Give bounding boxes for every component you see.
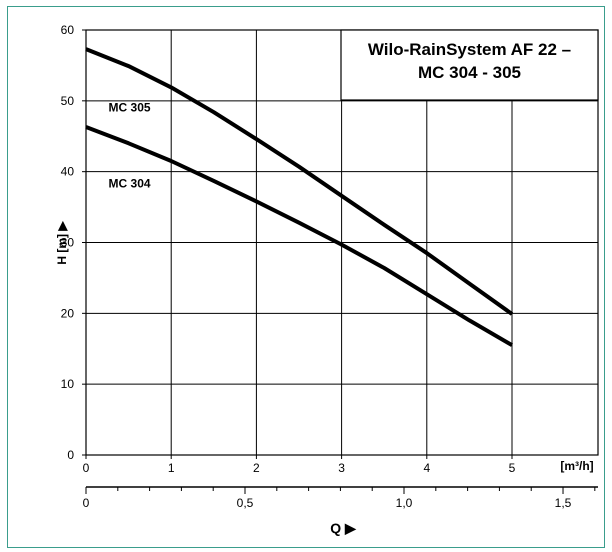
secondary-x-tick-label: 1,0 bbox=[396, 496, 413, 510]
title-box-background bbox=[340, 29, 599, 101]
series-line-mc-305 bbox=[85, 47, 514, 316]
secondary-x-tick-label: 0,5 bbox=[237, 496, 254, 510]
secondary-x-axis: 0 0,5 1,0 1,5 bbox=[83, 486, 598, 510]
series-lines bbox=[85, 47, 514, 347]
grid bbox=[86, 30, 598, 455]
series-label: MC 305 bbox=[109, 100, 151, 114]
x-tick-label: 3 bbox=[338, 461, 345, 475]
y-axis-label: H [m] ▶ bbox=[55, 221, 69, 265]
series-line-mc-304 bbox=[85, 125, 514, 347]
x-tick-label: 1 bbox=[168, 461, 175, 475]
x-axis-label: Q ▶ bbox=[330, 520, 357, 536]
secondary-x-tick-label: 1,5 bbox=[555, 496, 572, 510]
chart-title-line: Wilo-RainSystem AF 22 – bbox=[368, 40, 571, 59]
series-label: MC 304 bbox=[109, 176, 151, 190]
secondary-x-tick-label: 0 bbox=[83, 496, 90, 510]
x-tick-label: 2 bbox=[253, 461, 260, 475]
y-tick-label: 20 bbox=[61, 306, 75, 320]
y-tick-label: 10 bbox=[61, 377, 75, 391]
series-labels: MC 305 MC 304 bbox=[109, 100, 151, 190]
y-tick-label: 40 bbox=[61, 165, 75, 179]
y-tick-label: 60 bbox=[61, 23, 75, 37]
chart-title-box: Wilo-RainSystem AF 22 – MC 304 - 305 bbox=[340, 29, 599, 101]
x-tick-label: 5 bbox=[509, 461, 516, 475]
y-tick-label: 50 bbox=[61, 94, 75, 108]
x-tick-label: 4 bbox=[423, 461, 430, 475]
x-tick-label: 0 bbox=[83, 461, 90, 475]
y-tick-label: 30 bbox=[61, 236, 75, 250]
x-axis-unit: [m³/h] bbox=[560, 459, 593, 473]
chart-title-line: MC 304 - 305 bbox=[418, 63, 521, 82]
y-tick-label: 0 bbox=[67, 448, 74, 462]
